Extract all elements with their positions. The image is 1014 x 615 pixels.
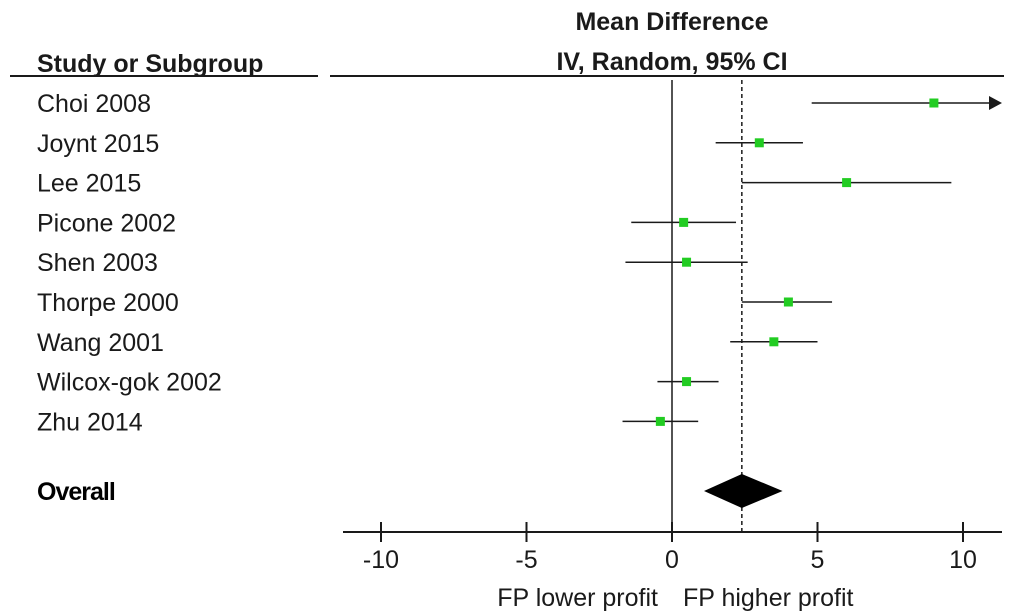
study-name: Zhu 2014 — [37, 408, 143, 436]
overall-diamond — [704, 474, 783, 508]
study-name: Wang 2001 — [37, 329, 164, 357]
x-tick-label: -10 — [363, 546, 399, 574]
study-rows: Choi 2008 Joynt 2015 Lee 2015 Picone 2002 Sh… — [37, 90, 1002, 508]
study-row: Picone 2002 — [37, 209, 737, 237]
point-estimate-marker — [842, 178, 852, 188]
point-estimate-marker — [754, 138, 764, 148]
ci-arrow-right-icon — [989, 96, 1002, 110]
study-name: Shen 2003 — [37, 249, 158, 277]
direction-label-right: FP higher profit — [683, 584, 854, 612]
study-row: Shen 2003 — [37, 249, 748, 277]
study-row: Wang 2001 — [37, 329, 818, 357]
overall-row: Overall — [37, 474, 783, 508]
study-row: Thorpe 2000 — [37, 289, 833, 317]
point-estimate-marker — [783, 297, 793, 307]
point-estimate-marker — [769, 337, 779, 347]
overall-label: Overall — [37, 478, 115, 506]
header-effect-line2: IV, Random, 95% CI — [556, 48, 787, 76]
point-estimate-marker — [682, 377, 692, 387]
point-estimate-marker — [655, 416, 665, 426]
header-effect-line1: Mean Difference — [575, 8, 768, 36]
direction-label-left: FP lower profit — [497, 584, 658, 612]
study-row: Joynt 2015 — [37, 130, 803, 158]
header-study-label: Study or Subgroup — [37, 50, 263, 78]
x-axis: -10 -5 0 5 10 — [343, 522, 1002, 574]
point-estimate-marker — [679, 217, 689, 227]
study-name: Thorpe 2000 — [37, 289, 179, 317]
study-name: Joynt 2015 — [37, 130, 159, 158]
study-name: Choi 2008 — [37, 90, 151, 118]
study-row: Wilcox-gok 2002 — [37, 369, 719, 397]
study-name: Wilcox-gok 2002 — [37, 369, 222, 397]
study-row: Choi 2008 — [37, 90, 1002, 118]
study-name: Lee 2015 — [37, 170, 141, 198]
study-row: Zhu 2014 — [37, 408, 699, 436]
study-name: Picone 2002 — [37, 209, 176, 237]
point-estimate-marker — [682, 257, 692, 267]
study-row: Lee 2015 — [37, 170, 952, 198]
x-tick-label: 0 — [665, 546, 679, 574]
x-tick-label: -5 — [515, 546, 537, 574]
x-tick-label: 5 — [811, 546, 825, 574]
point-estimate-marker — [929, 98, 939, 108]
x-tick-label: 10 — [949, 546, 977, 574]
